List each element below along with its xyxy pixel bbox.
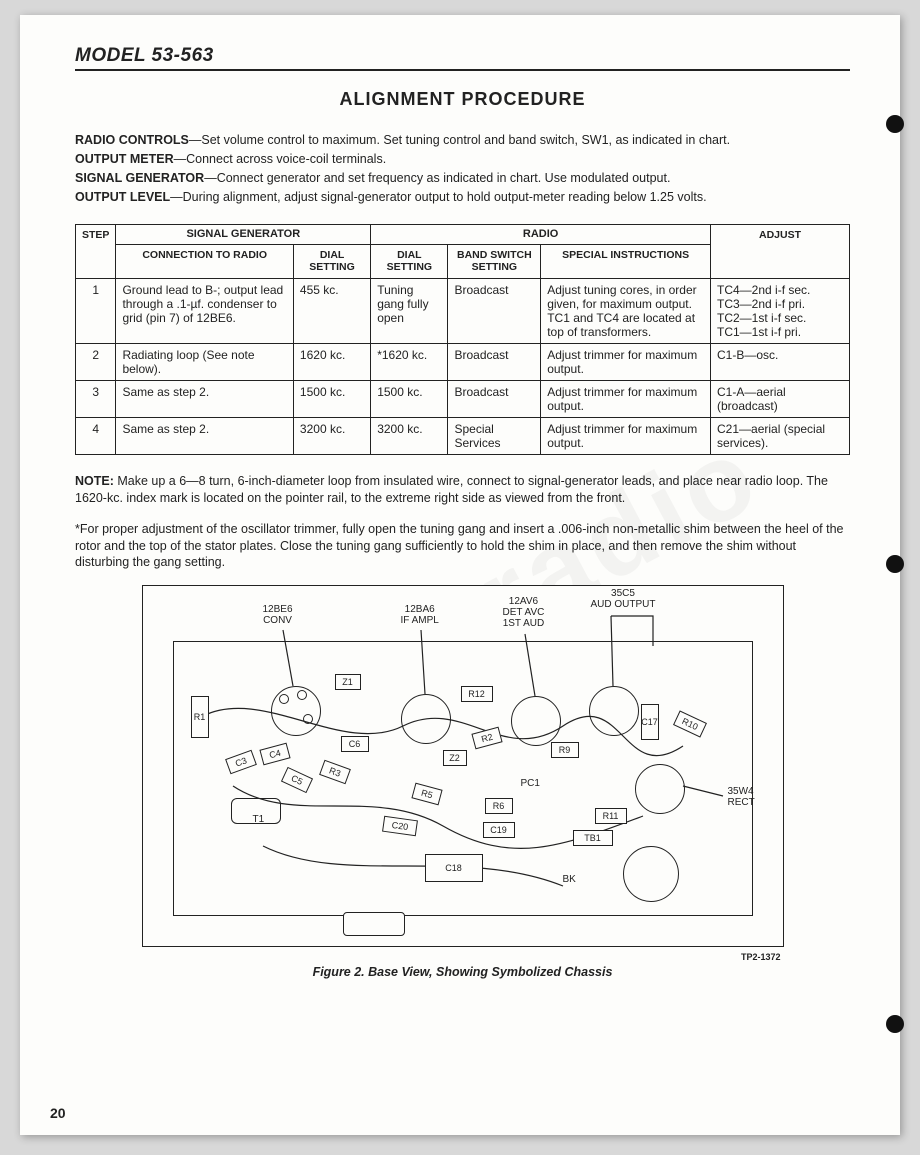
th-special: SPECIAL INSTRUCTIONS xyxy=(541,244,711,278)
note-label: NOTE: xyxy=(75,474,114,488)
t1-body xyxy=(231,798,281,824)
page-number: 20 xyxy=(50,1105,66,1121)
table-row: 4 Same as step 2. 3200 kc. 3200 kc. Spec… xyxy=(76,417,850,454)
part-c19: C19 xyxy=(483,822,515,838)
radio-controls-label: RADIO CONTROLS xyxy=(75,133,189,147)
part-c17: C17 xyxy=(641,704,659,740)
note-text: Make up a 6—8 turn, 6-inch-diameter loop… xyxy=(75,474,828,505)
figure-chassis: 12BE6 CONV 12BA6 IF AMPL 12AV6 DET AVC 1… xyxy=(142,585,784,947)
alignment-tbody: 1 Ground lead to B-; output lead through… xyxy=(76,278,850,454)
part-z1: Z1 xyxy=(335,674,361,690)
pin-dot xyxy=(303,714,313,724)
figure-caption: Figure 2. Base View, Showing Symbolized … xyxy=(75,965,850,979)
cell-dialsg: 1500 kc. xyxy=(293,380,370,417)
tube-12av6 xyxy=(511,696,561,746)
cell-conn: Ground lead to B-; output lead through a… xyxy=(116,278,293,343)
cell-special: Adjust trimmer for maximum output. xyxy=(541,343,711,380)
cell-step: 3 xyxy=(76,380,116,417)
part-c18: C18 xyxy=(425,854,483,882)
cell-band: Broadcast xyxy=(448,380,541,417)
pin-dot xyxy=(279,694,289,704)
cell-dialsg: 455 kc. xyxy=(293,278,370,343)
cell-special: Adjust tuning cores, in order given, for… xyxy=(541,278,711,343)
th-band: BAND SWITCH SETTING xyxy=(448,244,541,278)
tube-12be6 xyxy=(271,686,321,736)
cell-conn: Same as step 2. xyxy=(116,380,293,417)
cell-dialr: Tuning gang fully open xyxy=(371,278,448,343)
part-r9: R9 xyxy=(551,742,579,758)
part-bk: BK xyxy=(563,874,576,885)
output-level-text: —During alignment, adjust signal-generat… xyxy=(170,190,706,204)
part-c6: C6 xyxy=(341,736,369,752)
table-row: 1 Ground lead to B-; output lead through… xyxy=(76,278,850,343)
cell-band: Broadcast xyxy=(448,343,541,380)
tube-35c5 xyxy=(589,686,639,736)
tube-12ba6 xyxy=(401,694,451,744)
cell-adjust: C1-A—aerial (broadcast) xyxy=(711,380,850,417)
part-z2: Z2 xyxy=(443,750,467,766)
th-adjust: ADJUST xyxy=(711,224,850,278)
output-level-label: OUTPUT LEVEL xyxy=(75,190,170,204)
binder-hole xyxy=(886,1015,904,1033)
alignment-table: STEP SIGNAL GENERATOR RADIO ADJUST CONNE… xyxy=(75,224,850,455)
binder-hole xyxy=(886,555,904,573)
signal-gen-text: —Connect generator and set frequency as … xyxy=(204,171,670,185)
part-r12: R12 xyxy=(461,686,493,702)
page-title: ALIGNMENT PROCEDURE xyxy=(75,89,850,110)
th-group-sg: SIGNAL GENERATOR xyxy=(116,224,371,244)
cell-dialsg: 1620 kc. xyxy=(293,343,370,380)
figure-tp-number: TP2-1372 xyxy=(741,952,781,962)
signal-gen-label: SIGNAL GENERATOR xyxy=(75,171,204,185)
radio-controls-text: —Set volume control to maximum. Set tuni… xyxy=(189,133,730,147)
intro-block: RADIO CONTROLS—Set volume control to max… xyxy=(75,132,850,206)
model-header: MODEL 53-563 xyxy=(75,45,850,71)
cell-special: Adjust trimmer for maximum output. xyxy=(541,380,711,417)
binder-hole xyxy=(886,115,904,133)
table-row: 3 Same as step 2. 1500 kc. 1500 kc. Broa… xyxy=(76,380,850,417)
footnote: *For proper adjustment of the oscillator… xyxy=(75,521,850,572)
th-dial-r: DIAL SETTING xyxy=(371,244,448,278)
cell-dialsg: 3200 kc. xyxy=(293,417,370,454)
cell-step: 2 xyxy=(76,343,116,380)
table-row: 2 Radiating loop (See note below). 1620 … xyxy=(76,343,850,380)
cell-conn: Same as step 2. xyxy=(116,417,293,454)
cell-adjust: TC4—2nd i-f sec. TC3—2nd i-f pri. TC2—1s… xyxy=(711,278,850,343)
part-r1: R1 xyxy=(191,696,209,738)
th-conn: CONNECTION TO RADIO xyxy=(116,244,293,278)
pin-dot xyxy=(297,690,307,700)
cell-step: 1 xyxy=(76,278,116,343)
bottom-slug xyxy=(343,912,405,936)
part-r11: R11 xyxy=(595,808,627,824)
cell-conn: Radiating loop (See note below). xyxy=(116,343,293,380)
th-step: STEP xyxy=(76,224,116,278)
document-page: philcoradio MODEL 53-563 ALIGNMENT PROCE… xyxy=(20,15,900,1135)
cell-special: Adjust trimmer for maximum output. xyxy=(541,417,711,454)
part-tb1: TB1 xyxy=(573,830,613,846)
cell-dialr: 3200 kc. xyxy=(371,417,448,454)
note-block: NOTE: Make up a 6—8 turn, 6-inch-diamete… xyxy=(75,473,850,507)
cell-step: 4 xyxy=(76,417,116,454)
cell-adjust: C1-B—osc. xyxy=(711,343,850,380)
part-r6: R6 xyxy=(485,798,513,814)
output-meter-text: —Connect across voice-coil terminals. xyxy=(174,152,387,166)
cell-dialr: 1500 kc. xyxy=(371,380,448,417)
cell-dialr: *1620 kc. xyxy=(371,343,448,380)
th-group-radio: RADIO xyxy=(371,224,711,244)
th-dial-sg: DIAL SETTING xyxy=(293,244,370,278)
dial-pot xyxy=(623,846,679,902)
cell-band: Special Services xyxy=(448,417,541,454)
tube-35w4 xyxy=(635,764,685,814)
cell-adjust: C21—aerial (special services). xyxy=(711,417,850,454)
cell-band: Broadcast xyxy=(448,278,541,343)
part-pc1: PC1 xyxy=(521,778,540,789)
output-meter-label: OUTPUT METER xyxy=(75,152,174,166)
